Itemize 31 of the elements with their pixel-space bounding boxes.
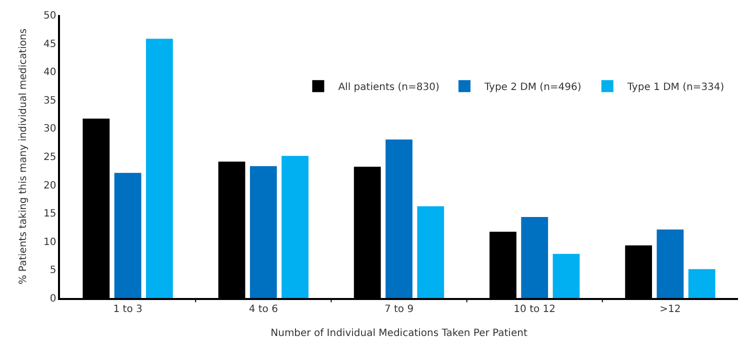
x-tick-label: >12 (660, 304, 681, 315)
x-tick-label: 10 to 12 (514, 304, 556, 315)
y-tick-label: 35 (44, 95, 56, 106)
bar (521, 217, 548, 298)
y-tick-label: 50 (44, 10, 56, 22)
y-tick-label: 5 (50, 265, 56, 276)
y-axis-title: % Patients taking this many individual medications (18, 28, 30, 284)
bar (656, 230, 684, 298)
x-tick-label: 4 to 6 (248, 304, 278, 315)
x-axis-title: Number of Individual Medications Taken Per Patient (270, 328, 528, 339)
y-tick-label: 20 (44, 180, 56, 192)
bar (114, 172, 142, 298)
bar (417, 206, 444, 298)
y-tick-label: 30 (44, 124, 56, 135)
legend-label: All patients (n=830) (338, 82, 440, 93)
y-tick-label: 45 (44, 38, 56, 50)
legend-label: Type 1 DM (n=334) (626, 82, 724, 93)
legend-label: Type 2 DM (n=496) (483, 82, 582, 93)
bar (146, 38, 173, 298)
y-tick-label: 10 (44, 236, 56, 248)
y-tick-label: 0 (50, 294, 56, 304)
x-tick-label: 7 to 9 (384, 304, 414, 315)
y-tick-label: 40 (44, 67, 56, 78)
bar (282, 156, 308, 298)
y-tick-label: 25 (44, 152, 56, 163)
bar (250, 166, 277, 298)
x-tick-label: 1 to 3 (113, 304, 142, 315)
bar (386, 140, 412, 298)
bar (688, 269, 716, 298)
y-tick-label: 15 (44, 208, 56, 220)
bar (552, 254, 580, 298)
